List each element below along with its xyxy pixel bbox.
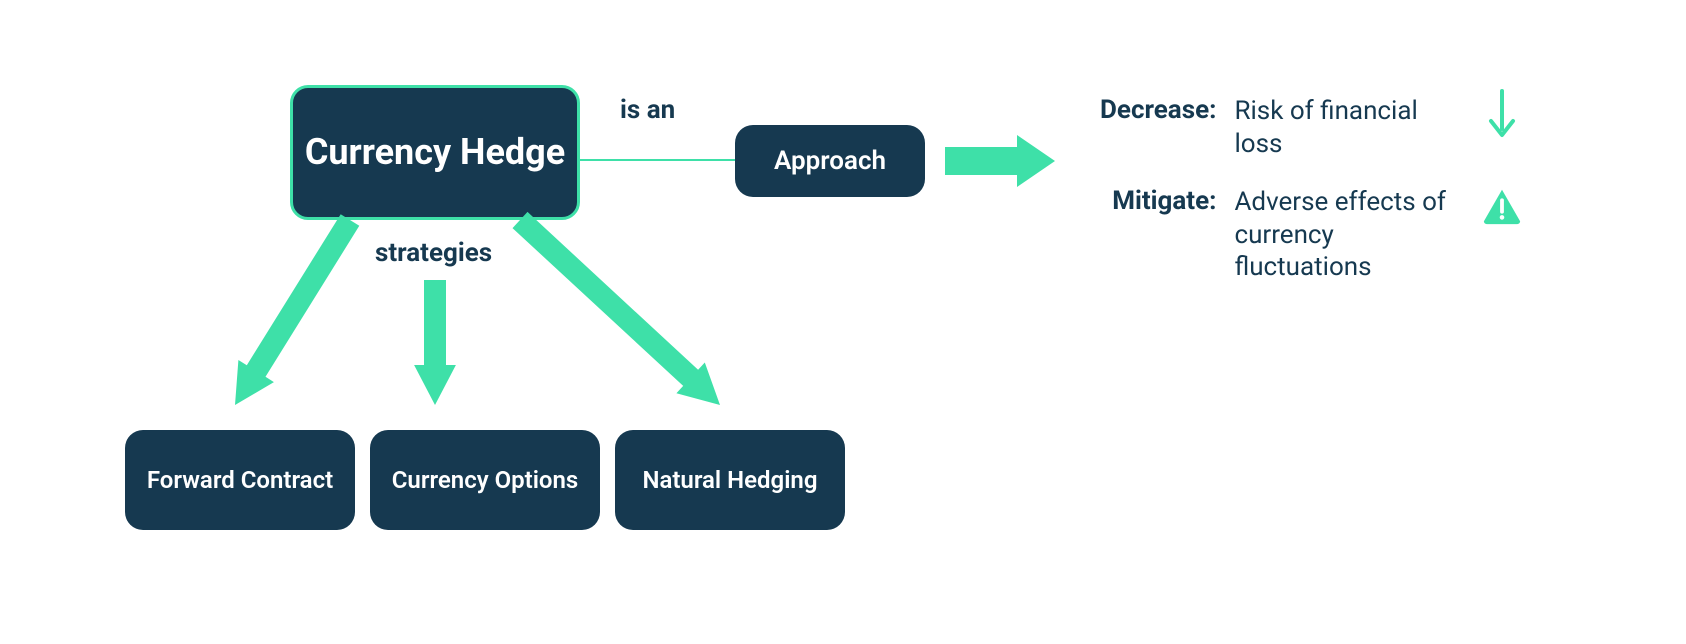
alert-triangle-icon: [1482, 186, 1522, 226]
approach-node-label: Approach: [774, 145, 886, 178]
effect-val-decrease: Risk of financial loss: [1234, 95, 1464, 160]
connector-label-is-an: is an: [620, 95, 675, 125]
arrow-down-icon: [1482, 95, 1522, 135]
effect-key-decrease: Decrease:: [1100, 95, 1216, 125]
currency-hedge-diagram: Currency Hedge Approach Forward Contract…: [0, 0, 1686, 644]
effect-key-mitigate: Mitigate:: [1100, 186, 1216, 216]
effect-val-mitigate: Adverse effects of currency fluctuations: [1234, 186, 1464, 284]
strategy-label: Currency Options: [392, 465, 579, 495]
arrow-to-natural-hedging: [458, 158, 782, 467]
strategy-label: Forward Contract: [147, 465, 333, 495]
arrow-to-effects: [945, 135, 1055, 187]
strategy-label: Natural Hedging: [642, 465, 817, 495]
effects-list: Decrease: Risk of financial loss Mitigat…: [1100, 95, 1522, 284]
